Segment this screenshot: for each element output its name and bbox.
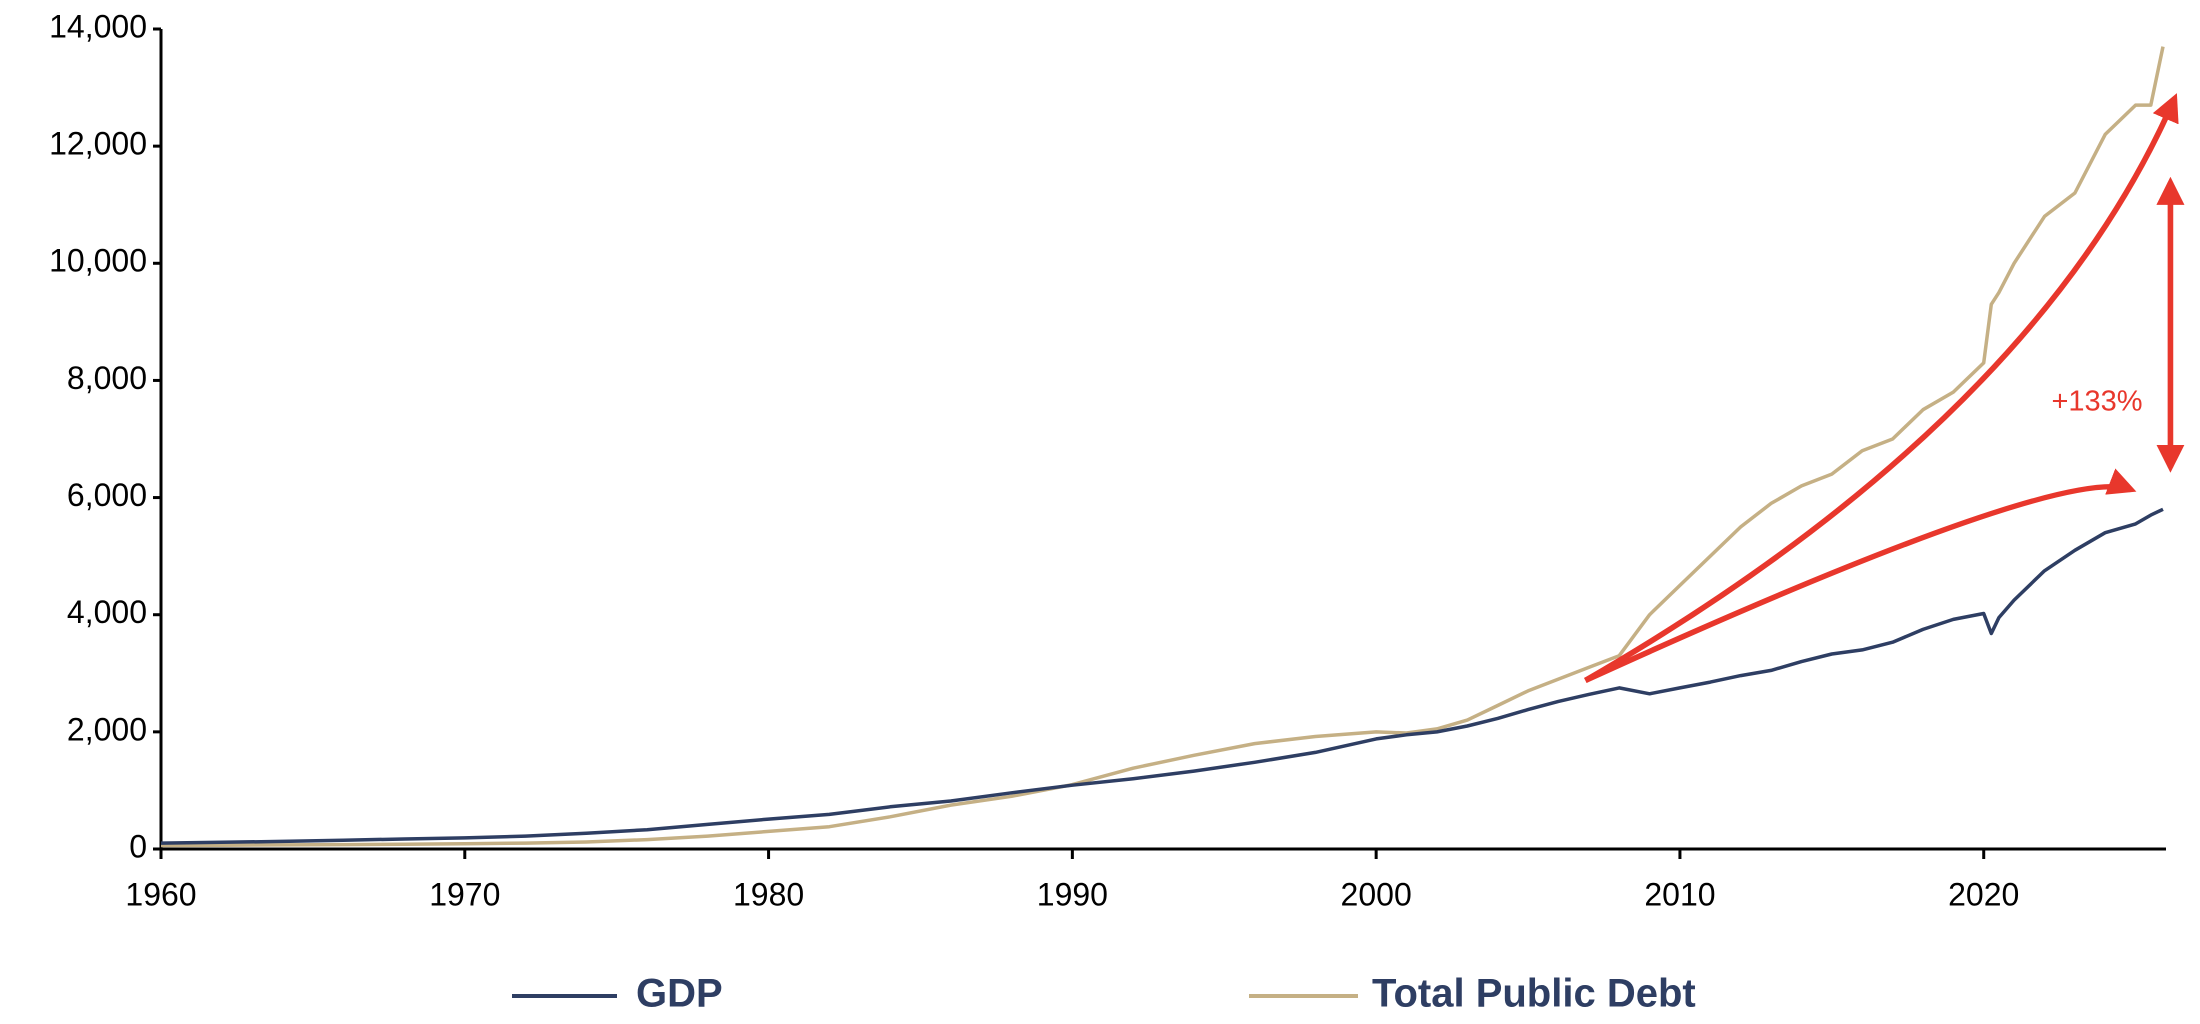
legend-label: Total Public Debt bbox=[1372, 972, 1696, 1016]
y-tick-label: 14,000 bbox=[49, 8, 147, 44]
x-tick-label: 1970 bbox=[429, 876, 500, 912]
x-tick-label: 2000 bbox=[1341, 876, 1412, 912]
y-tick-label: 2,000 bbox=[67, 711, 147, 747]
arrows bbox=[1583, 93, 2185, 684]
y-tick-label: 12,000 bbox=[49, 126, 147, 162]
y-tick-label: 8,000 bbox=[67, 360, 147, 396]
y-tick-label: 0 bbox=[129, 828, 147, 864]
y-tick-label: 6,000 bbox=[67, 477, 147, 513]
arrow bbox=[1584, 468, 2137, 684]
y-tick-label: 4,000 bbox=[67, 594, 147, 630]
y-tick-label: 10,000 bbox=[49, 243, 147, 279]
series-line bbox=[160, 46, 2165, 848]
arrow bbox=[1583, 93, 2179, 683]
x-tick-label: 1980 bbox=[733, 876, 804, 912]
series-line bbox=[160, 507, 2164, 845]
annotation: +133% bbox=[2051, 386, 2142, 418]
x-tick-label: 1990 bbox=[1037, 876, 1108, 912]
x-tick-label: 2010 bbox=[1644, 876, 1715, 912]
x-tick-label: 2020 bbox=[1948, 876, 2019, 912]
legend-label: GDP bbox=[636, 972, 723, 1016]
x-tick-label: 1960 bbox=[125, 876, 196, 912]
